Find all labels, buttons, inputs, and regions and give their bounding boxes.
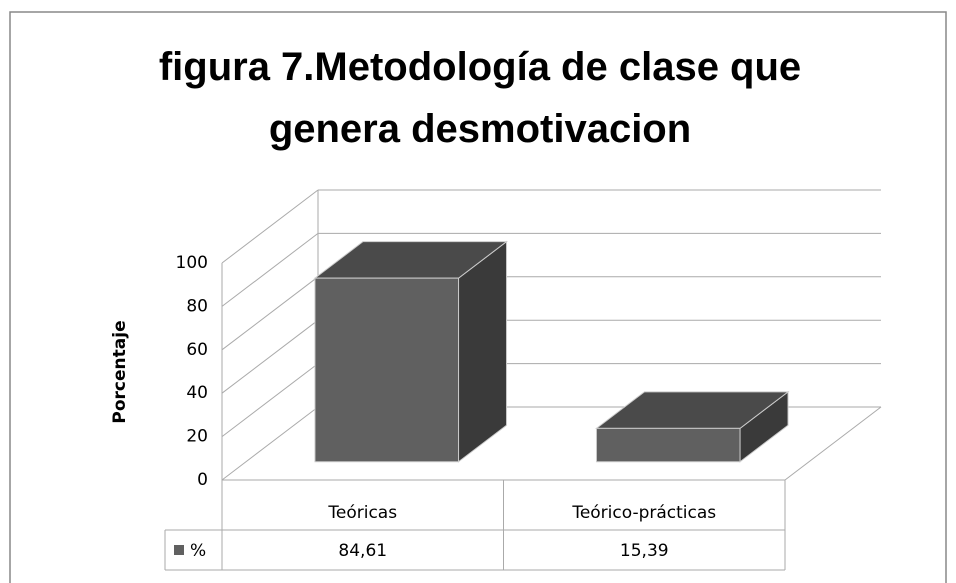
x-tick-label: Teóricas	[327, 503, 397, 523]
bar	[594, 390, 790, 463]
y-tick-label: 40	[186, 383, 208, 403]
y-axis-label: Porcentaje	[110, 320, 130, 423]
grid-line	[221, 406, 319, 481]
grid-line	[221, 276, 319, 351]
y-tick-label: 20	[186, 427, 208, 447]
grid-line	[221, 233, 319, 307]
grid-line	[221, 363, 319, 437]
y-tick-label: 0	[197, 470, 208, 490]
bar	[313, 240, 509, 463]
legend-swatch	[174, 545, 184, 555]
data-label: 15,39	[620, 541, 669, 561]
y-tick-label: 100	[176, 253, 208, 273]
data-label: 84,61	[338, 541, 387, 561]
y-tick-label: 80	[186, 296, 208, 316]
y-tick-label: 60	[186, 340, 208, 360]
bar-side	[458, 240, 508, 463]
grid-line	[221, 189, 319, 264]
legend-label: %	[190, 541, 206, 561]
x-tick-label: Teórico-prácticas	[571, 503, 716, 523]
bar-front	[314, 277, 460, 463]
grid-line	[221, 319, 319, 394]
chart-title: figura 7.Metodología de clase que genera…	[158, 45, 802, 151]
chart-frame	[9, 11, 947, 583]
floor-edge	[784, 406, 882, 481]
bar-front	[595, 427, 741, 463]
